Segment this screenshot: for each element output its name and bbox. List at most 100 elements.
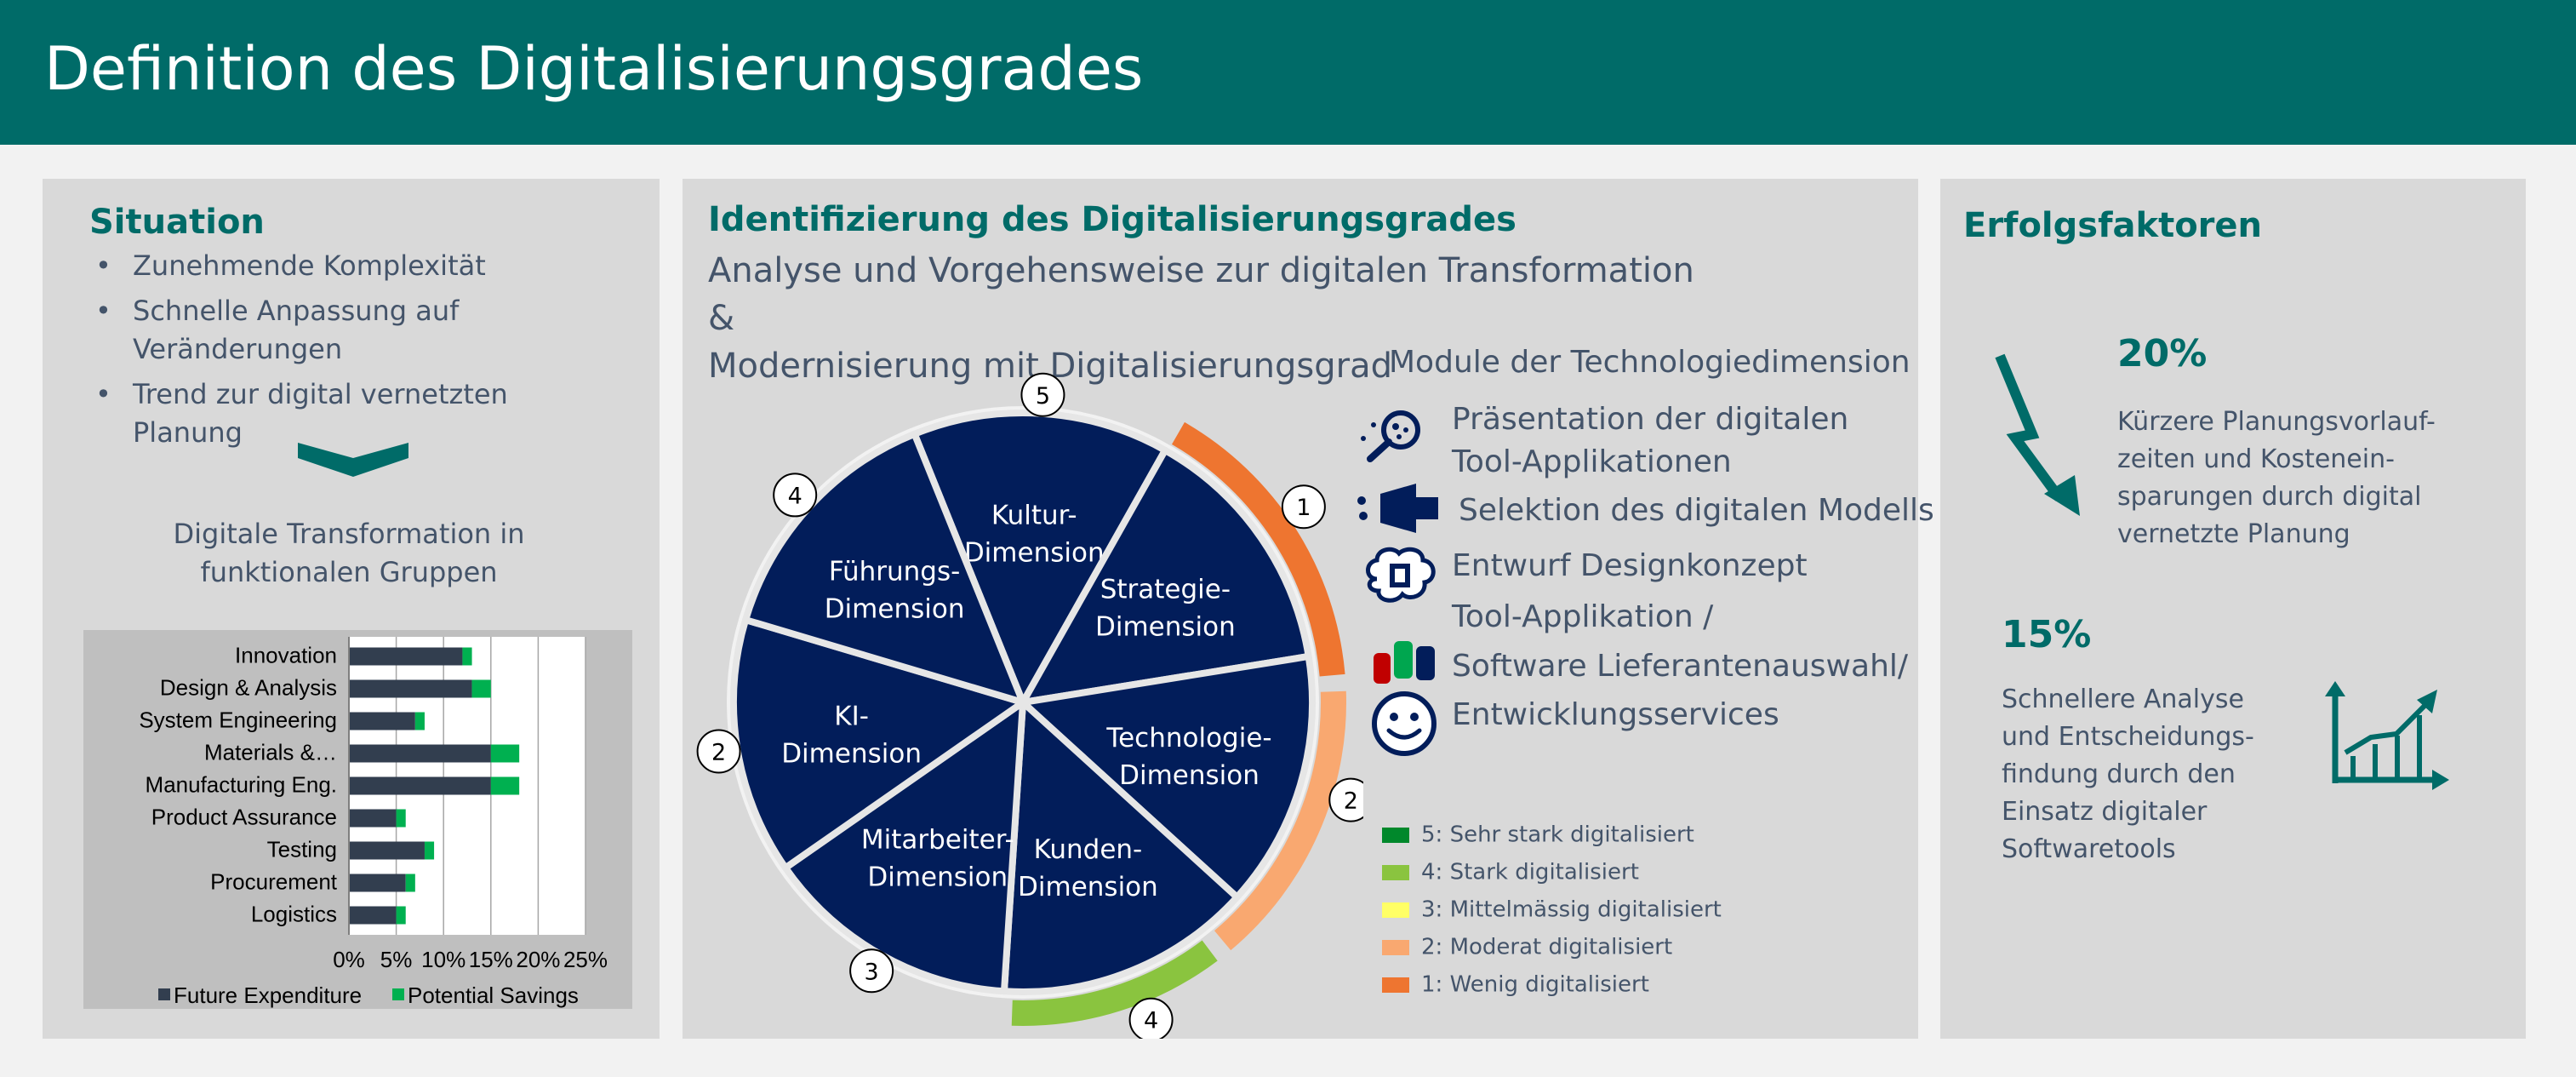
stat-description: Schnellere Analyse und Entscheidungs- fi… — [2002, 681, 2254, 868]
score-bubble — [1128, 997, 1174, 1039]
stat-line: vernetzte Planung — [2117, 519, 2350, 549]
growth-chart-icon — [2325, 681, 2449, 790]
bullet-item: Trend zur digital vernetzten Planung — [95, 375, 572, 452]
legend-item: 5: Sehr stark digitalisiert — [1382, 822, 1694, 852]
legend-item: 2: Moderat digitalisiert — [1382, 934, 1672, 965]
category-label: Innovation — [235, 643, 337, 668]
wheel-segment — [1000, 699, 1241, 995]
chevron-down-icon — [298, 443, 408, 477]
stat-value: 20% — [2117, 332, 2208, 375]
header-bar: Definition des Digitalisierungsgrades — [0, 0, 2576, 145]
module-item: Entwurf Designkonzept — [1452, 545, 1808, 587]
bullet-item: Schnelle Anpassung auf Veränderungen — [95, 292, 572, 369]
legend-swatch — [1382, 977, 1409, 993]
bar-potential-savings — [396, 809, 406, 828]
legend-swatch — [1382, 827, 1409, 843]
segment-label: Dimension — [825, 594, 965, 625]
segment-label: Dimension — [1119, 760, 1259, 791]
bar-potential-savings — [490, 744, 520, 763]
module-item: Präsentation der digitalen Tool-Applikat… — [1452, 398, 1848, 484]
score-bubble — [1328, 777, 1363, 822]
bar-future-expenditure — [349, 679, 472, 698]
bullet-item: Zunehmende Komplexität — [95, 247, 572, 285]
bar-chart-svg: 0% 5% 10% 15% 20% 25% Innovation Design & Analy… — [139, 637, 608, 1008]
score-bubble — [849, 948, 894, 994]
modules-title: Module der Technologiedimension — [1389, 345, 1911, 380]
legend-label: 3: Mittelmässig digitalisiert — [1421, 897, 1722, 923]
score-bubble — [696, 729, 741, 774]
bar-future-expenditure — [349, 906, 397, 925]
stat-description: Kürzere Planungsvorlauf- zeiten und Kost… — [2117, 404, 2436, 553]
segment-label: Dimension — [964, 537, 1105, 568]
expenditure-chart: 0% 5% 10% 15% 20% 25% Innovation Design & Analy… — [83, 630, 632, 1009]
legend-swatch — [1382, 864, 1409, 880]
subtitle-line: Analyse und Vorgehensweise zur digitalen… — [708, 251, 1694, 338]
bar-future-expenditure — [349, 712, 415, 730]
trend-down-icon — [1995, 353, 2080, 516]
bar-potential-savings — [396, 906, 406, 925]
stat-value: 15% — [2002, 613, 2092, 656]
category-label: Design & Analysis — [160, 675, 337, 701]
identification-title: Identifizierung des Digitalisierungsgrad… — [708, 200, 1516, 239]
page-title: Definition des Digitalisierungsgrades — [44, 34, 1144, 104]
segment-label: Dimension — [1095, 611, 1236, 642]
score-ring-segment — [1011, 940, 1218, 1026]
situation-bullets: Zunehmende Komplexität Schnelle Anpassun… — [95, 247, 572, 459]
bar-potential-savings — [490, 776, 520, 795]
success-title: Erfolgsfaktoren — [1963, 206, 2263, 245]
module-item: Selektion des digitalen Modells — [1459, 490, 1934, 532]
stat-line: und Entscheidungs- — [2002, 722, 2254, 752]
segment-label: Dimension — [867, 862, 1008, 893]
legend-swatch — [392, 988, 404, 1000]
score-bubble — [1281, 484, 1326, 530]
stat-line: Einsatz digitaler — [2002, 797, 2208, 827]
bar-future-expenditure — [349, 744, 491, 763]
segment-label: Mitarbeiter- — [861, 825, 1014, 856]
score-value: 1 — [1296, 495, 1311, 521]
smiley-icon — [1372, 691, 1437, 756]
stat-line: Softwaretools — [2002, 834, 2176, 864]
segment-label: Strategie- — [1100, 574, 1231, 604]
module-line: Tool-Applikationen — [1452, 444, 1732, 479]
stat-line: Kürzere Planungsvorlauf- — [2117, 407, 2436, 437]
bar-future-expenditure — [349, 874, 406, 892]
category-label: Logistics — [251, 902, 337, 927]
score-bubble — [1020, 372, 1065, 417]
wheel-segment — [1020, 446, 1312, 706]
legend-swatch — [1382, 902, 1409, 918]
module-item: Entwicklungsservices — [1452, 694, 1779, 736]
category-label: Testing — [267, 837, 337, 862]
category-label: System Engineering — [139, 707, 337, 733]
bar-potential-savings — [424, 841, 435, 860]
segment-label: Führungs- — [829, 557, 961, 587]
identification-panel: Identifizierung des Digitalisierungsgrad… — [683, 179, 1934, 1039]
score-value: 5 — [1036, 383, 1050, 410]
legend-item: 3: Mittelmässig digitalisiert — [1382, 897, 1722, 927]
module-line: Entwicklungsservices — [1452, 697, 1779, 732]
segment-label: KI- — [834, 701, 869, 731]
bar-future-expenditure — [349, 809, 397, 828]
legend-swatch — [1382, 939, 1409, 955]
cylinders-icon — [1374, 641, 1435, 684]
module-line: Präsentation der digitalen — [1452, 402, 1849, 437]
legend-swatch — [158, 988, 170, 1000]
bar-potential-savings — [462, 647, 472, 666]
score-value: 3 — [865, 959, 879, 985]
legend-item: 1: Wenig digitalisiert — [1382, 971, 1649, 1002]
x-tick-label: 10% — [421, 947, 466, 972]
stat-line: sparungen durch digital — [2117, 482, 2422, 512]
x-tick-label: 0% — [333, 947, 365, 972]
segment-label: Kultur- — [991, 500, 1077, 530]
x-tick-label: 15% — [469, 947, 513, 972]
bar-potential-savings — [414, 712, 425, 730]
x-tick-label: 20% — [516, 947, 560, 972]
bar-potential-savings — [471, 679, 491, 698]
legend-label: 1: Wenig digitalisiert — [1421, 971, 1649, 998]
projector-icon — [1357, 484, 1438, 533]
identification-subtitle: Analyse und Vorgehensweise zur digitalen… — [708, 247, 1729, 390]
brain-icon — [1366, 547, 1436, 603]
x-tick-label: 5% — [380, 947, 413, 972]
bar-future-expenditure — [349, 776, 491, 795]
situation-panel: Situation Zunehmende Komplexität Schnell… — [43, 179, 660, 1039]
segment-label: Technologie- — [1105, 723, 1271, 753]
